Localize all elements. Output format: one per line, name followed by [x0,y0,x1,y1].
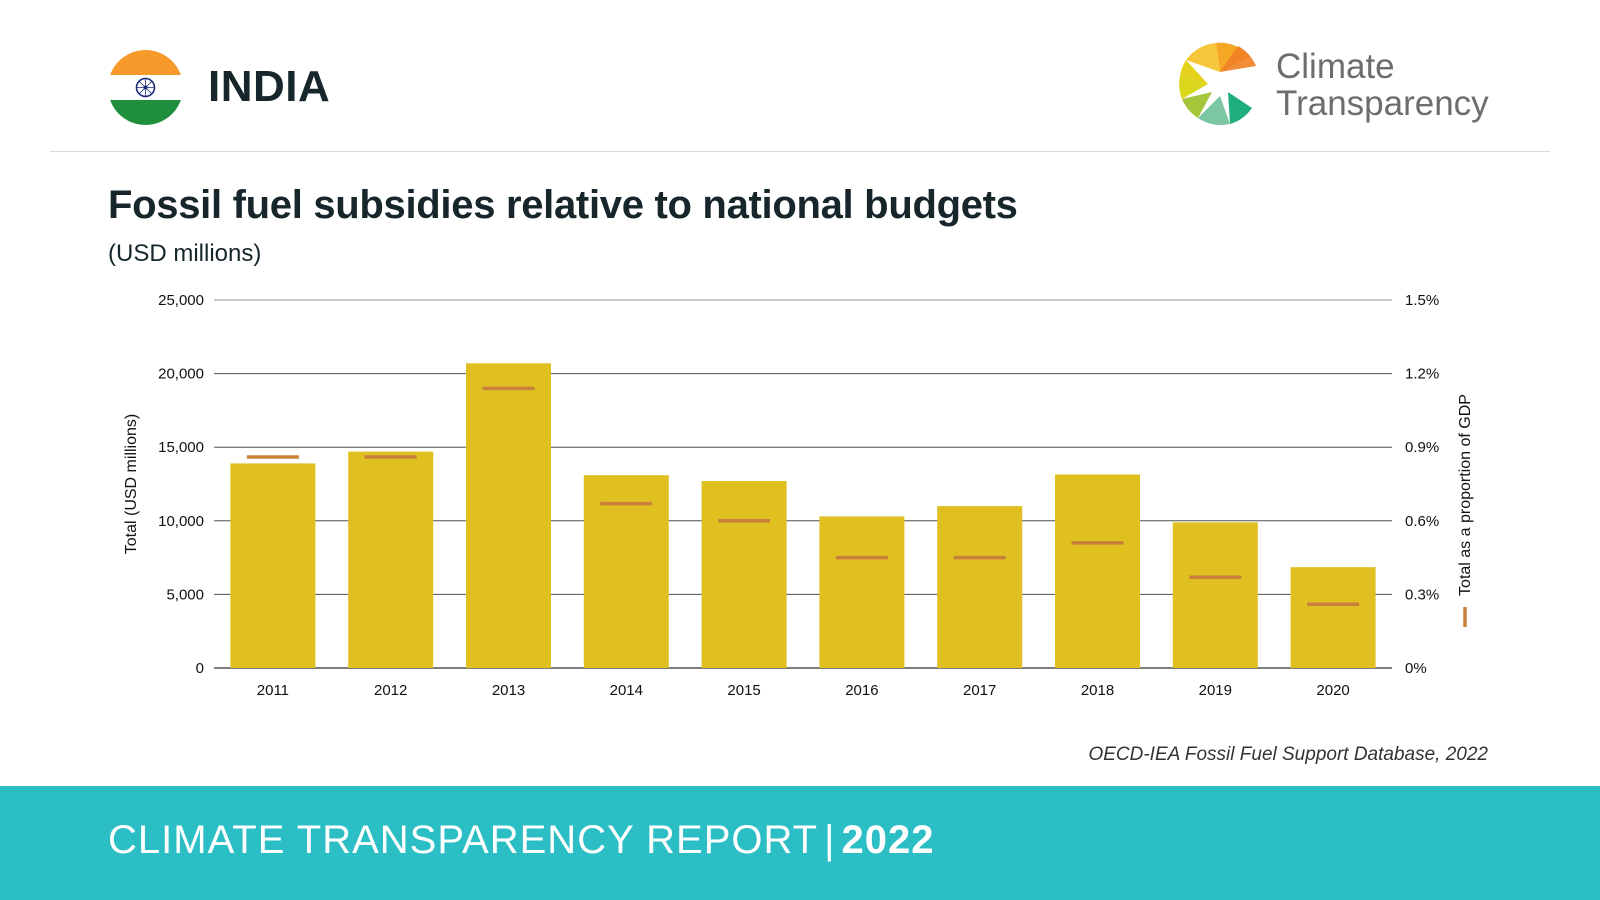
chart-title: Fossil fuel subsidies relative to nation… [108,183,1018,227]
y-right-tick-label: 1.5% [1405,292,1439,309]
footer-separator: | [824,818,836,862]
y-tick-label: 10,000 [158,513,204,530]
y-tick-label: 20,000 [158,366,204,383]
y-tick-label: 0 [196,660,204,677]
chart-subtitle: (USD millions) [108,240,262,267]
bar [701,481,787,668]
bar [937,506,1023,668]
bar [1055,474,1140,668]
footer-year: 2022 [841,818,935,862]
x-tick-label: 2016 [845,682,878,699]
bar [466,363,551,668]
y-right-tick-label: 1.2% [1405,366,1439,383]
header-divider [50,151,1550,152]
x-tick-label: 2012 [374,682,407,699]
x-tick-label: 2017 [963,682,996,699]
y-right-axis-title: Total as a proportion of GDP [1457,394,1474,596]
x-tick-label: 2013 [492,682,525,699]
bar [230,463,316,668]
country-name: INDIA [208,62,331,111]
y-axis-title: Total (USD millions) [123,414,140,554]
bar [1172,522,1258,668]
x-tick-label: 2020 [1316,682,1349,699]
footer-report-label: CLIMATE TRANSPARENCY REPORT [108,818,819,862]
y-right-tick-label: 0.9% [1405,439,1439,456]
y-right-tick-label: 0.6% [1405,513,1439,530]
climate-transparency-logo-icon [1178,42,1268,132]
logo-line-1: Climate [1276,47,1395,86]
y-right-tick-label: 0.3% [1405,586,1439,603]
bar [583,475,669,668]
y-tick-label: 25,000 [158,292,204,309]
y-right-tick-label: 0% [1405,660,1427,677]
x-tick-label: 2014 [610,682,643,699]
y-tick-label: 15,000 [158,439,204,456]
bar [1290,567,1376,668]
x-tick-label: 2018 [1081,682,1114,699]
source-note: OECD-IEA Fossil Fuel Support Database, 2… [1088,744,1488,765]
x-tick-label: 2015 [727,682,760,699]
x-tick-label: 2019 [1199,682,1232,699]
x-tick-label: 2011 [257,682,289,699]
bar [348,451,434,668]
footer-text: CLIMATE TRANSPARENCY REPORT | 2022 [108,818,934,863]
bar [819,516,905,668]
logo-line-2: Transparency [1276,84,1489,123]
y-tick-label: 5,000 [166,586,204,603]
climate-transparency-logo-text: Climate Transparency [1276,48,1489,122]
footer-bar [0,786,1600,900]
